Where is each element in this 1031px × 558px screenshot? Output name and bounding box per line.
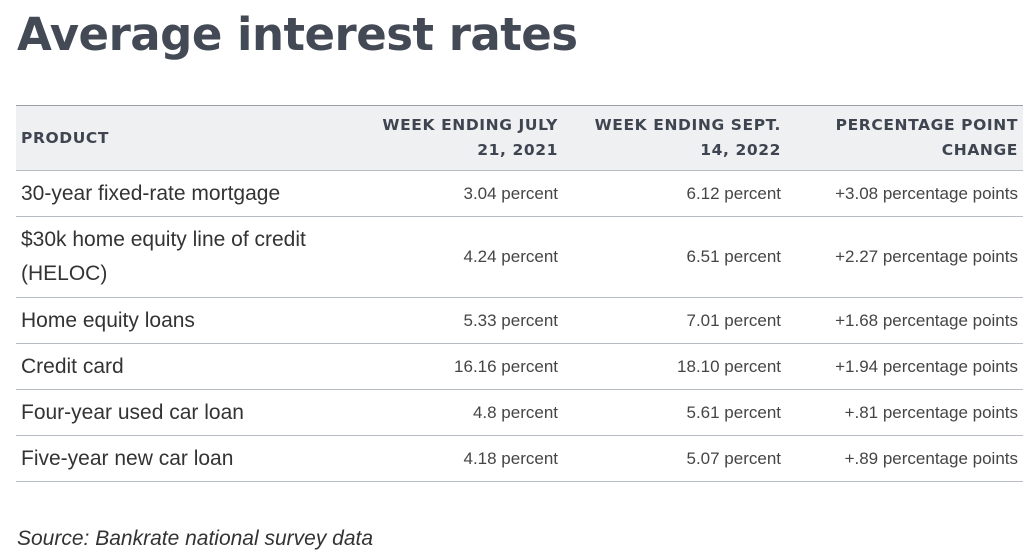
cell-product: Credit card bbox=[16, 343, 363, 390]
cell-week-2021: 4.18 percent bbox=[363, 435, 563, 482]
table-header-row: PRODUCT WEEK ENDING JULY 21, 2021 WEEK E… bbox=[16, 105, 1023, 171]
cell-product: Five-year new car loan bbox=[16, 435, 363, 482]
cell-week-2021: 16.16 percent bbox=[363, 343, 563, 390]
cell-week-2021: 5.33 percent bbox=[363, 297, 563, 344]
table-row: Five-year new car loan 4.18 percent 5.07… bbox=[16, 435, 1023, 482]
page-title: Average interest rates bbox=[17, 8, 578, 61]
cell-change: +.81 percentage points bbox=[786, 389, 1023, 436]
cell-week-2022: 6.12 percent bbox=[563, 170, 786, 217]
cell-change: +3.08 percentage points bbox=[786, 170, 1023, 217]
table-row: 30-year fixed-rate mortgage 3.04 percent… bbox=[16, 170, 1023, 217]
cell-week-2021: 3.04 percent bbox=[363, 170, 563, 217]
table-row: Credit card 16.16 percent 18.10 percent … bbox=[16, 343, 1023, 390]
cell-product: $30k home equity line of credit (HELOC) bbox=[16, 216, 363, 298]
cell-week-2022: 6.51 percent bbox=[563, 216, 786, 298]
cell-week-2022: 5.61 percent bbox=[563, 389, 786, 436]
table-row: Home equity loans 5.33 percent 7.01 perc… bbox=[16, 297, 1023, 344]
cell-product: 30-year fixed-rate mortgage bbox=[16, 170, 363, 217]
table-row: Four-year used car loan 4.8 percent 5.61… bbox=[16, 389, 1023, 436]
cell-product: Four-year used car loan bbox=[16, 389, 363, 436]
cell-product: Home equity loans bbox=[16, 297, 363, 344]
cell-change: +1.68 percentage points bbox=[786, 297, 1023, 344]
cell-change: +1.94 percentage points bbox=[786, 343, 1023, 390]
cell-week-2022: 5.07 percent bbox=[563, 435, 786, 482]
interest-rates-table: PRODUCT WEEK ENDING JULY 21, 2021 WEEK E… bbox=[16, 105, 1023, 482]
header-change: PERCENTAGE POINT CHANGE bbox=[786, 105, 1023, 171]
cell-week-2021: 4.8 percent bbox=[363, 389, 563, 436]
cell-week-2021: 4.24 percent bbox=[363, 216, 563, 298]
header-week-2022: WEEK ENDING SEPT. 14, 2022 bbox=[563, 105, 786, 171]
cell-week-2022: 7.01 percent bbox=[563, 297, 786, 344]
table-row: $30k home equity line of credit (HELOC) … bbox=[16, 216, 1023, 298]
cell-change: +2.27 percentage points bbox=[786, 216, 1023, 298]
cell-week-2022: 18.10 percent bbox=[563, 343, 786, 390]
header-week-2021: WEEK ENDING JULY 21, 2021 bbox=[363, 105, 563, 171]
header-product: PRODUCT bbox=[16, 105, 363, 171]
source-note: Source: Bankrate national survey data bbox=[17, 527, 374, 550]
cell-change: +.89 percentage points bbox=[786, 435, 1023, 482]
